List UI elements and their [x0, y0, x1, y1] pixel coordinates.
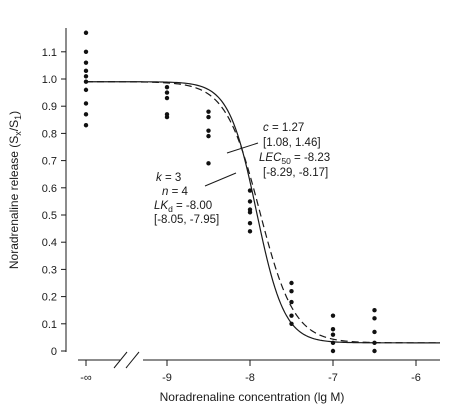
annotation-lkd: k = 3 n = 4 LKd = -8.00 [-8.05, -7.95]	[154, 172, 237, 226]
data-point	[83, 68, 89, 74]
data-point	[289, 280, 294, 286]
data-point	[372, 308, 377, 313]
data-points	[83, 30, 377, 354]
x-tick-label: -6	[411, 372, 421, 384]
data-point	[289, 321, 294, 326]
y-tick-label: 0.6	[42, 183, 57, 195]
x-axis-break-mark	[125, 351, 140, 369]
data-point	[372, 348, 377, 354]
data-point	[164, 114, 170, 120]
data-point	[247, 220, 253, 226]
data-point	[164, 84, 170, 90]
data-point	[372, 329, 377, 335]
data-point	[372, 316, 377, 321]
y-tick-label: 1.1	[42, 47, 57, 59]
data-point	[330, 313, 336, 318]
data-point	[247, 199, 253, 204]
y-tick-label: 0.8	[42, 128, 57, 140]
y-tick-label: 0	[51, 346, 57, 358]
annotation-c-value: c = 1.27	[263, 122, 304, 134]
data-point	[83, 30, 89, 35]
x-axis-break-mark	[113, 351, 128, 369]
annotation-lec50-ci: [-8.29, -8.17]	[263, 167, 328, 179]
data-point	[372, 340, 377, 346]
data-point	[330, 332, 336, 337]
data-point	[164, 90, 170, 95]
data-point	[247, 229, 253, 234]
fit-curve-dashed	[86, 81, 440, 344]
annotation-lec50: c = 1.27 [1.08, 1.46] LEC50 = -8.23 [-8.…	[226, 122, 330, 179]
data-point	[206, 133, 211, 139]
data-point	[247, 188, 253, 193]
y-tick-label: 0.4	[42, 237, 57, 249]
x-tick-label: -8	[245, 372, 255, 384]
fit-curve-solid	[86, 81, 440, 344]
y-tick-label: 0.9	[42, 101, 57, 113]
data-point	[206, 161, 211, 166]
y-axis-label: Noradrenaline release (Sx/S1)	[7, 111, 23, 269]
data-point	[206, 128, 211, 133]
data-point	[164, 95, 170, 101]
data-point	[83, 112, 89, 117]
x-axis-label: Noradrenaline concentration (lg M)	[160, 390, 345, 404]
data-point	[330, 340, 336, 346]
x-axis: -∞ -9 -8 -7 -6	[78, 351, 440, 384]
x-tick-label: -7	[328, 372, 338, 384]
data-point	[289, 313, 294, 318]
y-tick-label: 0.5	[42, 210, 57, 222]
annotation-k-value: k = 3	[156, 172, 181, 184]
y-tick-label: 0.3	[42, 264, 57, 276]
data-point	[206, 114, 211, 120]
annotation-lkd-value: LKd = -8.00	[154, 200, 212, 214]
data-point	[83, 74, 89, 79]
data-point	[83, 60, 89, 65]
x-tick-label: -9	[162, 372, 172, 384]
y-tick-label: 0.1	[42, 319, 57, 331]
data-point	[83, 87, 89, 93]
data-point	[247, 210, 253, 215]
data-point	[330, 348, 336, 354]
annotation-c-ci: [1.08, 1.46]	[263, 137, 321, 149]
annotation-n-value: n = 4	[162, 186, 189, 198]
annotation-lec50-leader	[226, 142, 259, 154]
data-point	[83, 79, 89, 84]
y-tick-label: 1.0	[42, 74, 57, 86]
y-tick-label: 0.2	[42, 292, 57, 304]
data-point	[83, 123, 89, 128]
fit-curves	[86, 81, 440, 344]
data-point	[289, 288, 294, 294]
y-tick-label: 0.7	[42, 156, 57, 168]
data-point	[83, 101, 89, 106]
data-point	[330, 327, 336, 332]
data-point	[206, 109, 211, 114]
annotation-lkd-leader	[204, 172, 237, 187]
x-tick-label: -∞	[80, 372, 92, 384]
data-point	[289, 299, 294, 305]
y-axis: 0 0.1 0.2 0.3 0.4 0.5 0.6 0.7 0.8 0.9 1.0 1.1	[42, 28, 67, 358]
annotation-lkd-ci: [-8.05, -7.95]	[154, 214, 219, 226]
annotation-lec50-value: LEC50 = -8.23	[259, 152, 330, 166]
data-point	[83, 49, 89, 54]
